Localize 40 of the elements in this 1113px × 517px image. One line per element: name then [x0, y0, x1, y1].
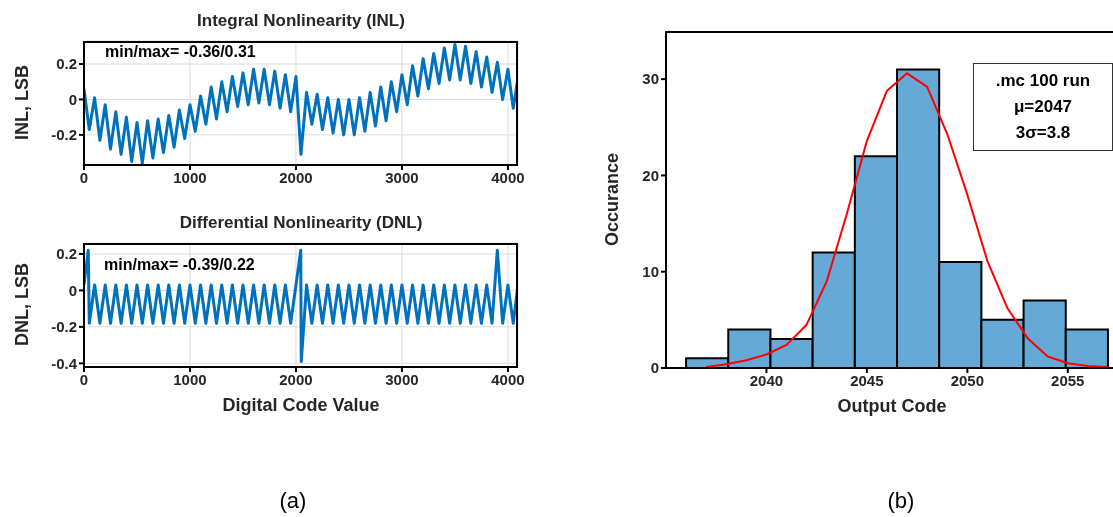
- annotation: μ=2047: [1012, 96, 1074, 118]
- annotation: .mc 100 run: [994, 70, 1092, 92]
- y-tick-label: -0.2: [51, 318, 77, 336]
- x-tick-label: 1000: [173, 168, 207, 186]
- y-tick-label: 0.2: [56, 245, 77, 263]
- x-tick-label: 0: [79, 168, 89, 186]
- y-tick-label: 0: [650, 359, 659, 377]
- y-tick-label: 0.2: [56, 55, 77, 73]
- y-tick-label: 0: [68, 90, 77, 108]
- y-tick-label: -0.4: [51, 354, 78, 372]
- x-tick-label: 4000: [491, 168, 525, 186]
- y-tick-label: 0: [68, 281, 77, 299]
- x-tick-label: 1000: [173, 370, 207, 388]
- x-tick-label: 4000: [491, 370, 525, 388]
- x-tick-label: 3000: [385, 370, 419, 388]
- annotation: min/max= -0.36/0.31: [105, 42, 256, 62]
- text: (b): [886, 488, 916, 514]
- x-axis-title: Output Code: [836, 396, 948, 417]
- x-axis-title: Digital Code Value: [221, 395, 381, 416]
- chart-title: Integral Nonlinearity (INL): [196, 11, 406, 31]
- x-tick-label: 2050: [950, 371, 985, 389]
- y-tick-label: 30: [642, 70, 659, 88]
- x-tick-label: 0: [79, 370, 89, 388]
- y-axis-title: Occurance: [602, 151, 623, 249]
- x-tick-label: 2045: [850, 371, 884, 389]
- y-tick-label: 20: [642, 166, 659, 184]
- y-axis-title: INL, LSB: [12, 64, 33, 143]
- x-tick-label: 2000: [279, 168, 313, 186]
- chart-title: Differential Nonlinearity (DNL): [178, 213, 424, 233]
- y-tick-label: -0.2: [51, 126, 77, 144]
- x-tick-label: 2000: [279, 370, 313, 388]
- x-tick-label: 3000: [385, 168, 419, 186]
- x-tick-label: 2055: [1051, 371, 1085, 389]
- y-axis-title: DNL, LSB: [12, 262, 33, 349]
- text: (a): [278, 488, 308, 514]
- annotation: 3σ=3.8: [1014, 122, 1072, 144]
- line-series: [705, 72, 1109, 368]
- y-tick-label: 10: [642, 263, 659, 281]
- x-tick-label: 2040: [749, 371, 784, 389]
- annotation: min/max= -0.39/0.22: [104, 255, 255, 275]
